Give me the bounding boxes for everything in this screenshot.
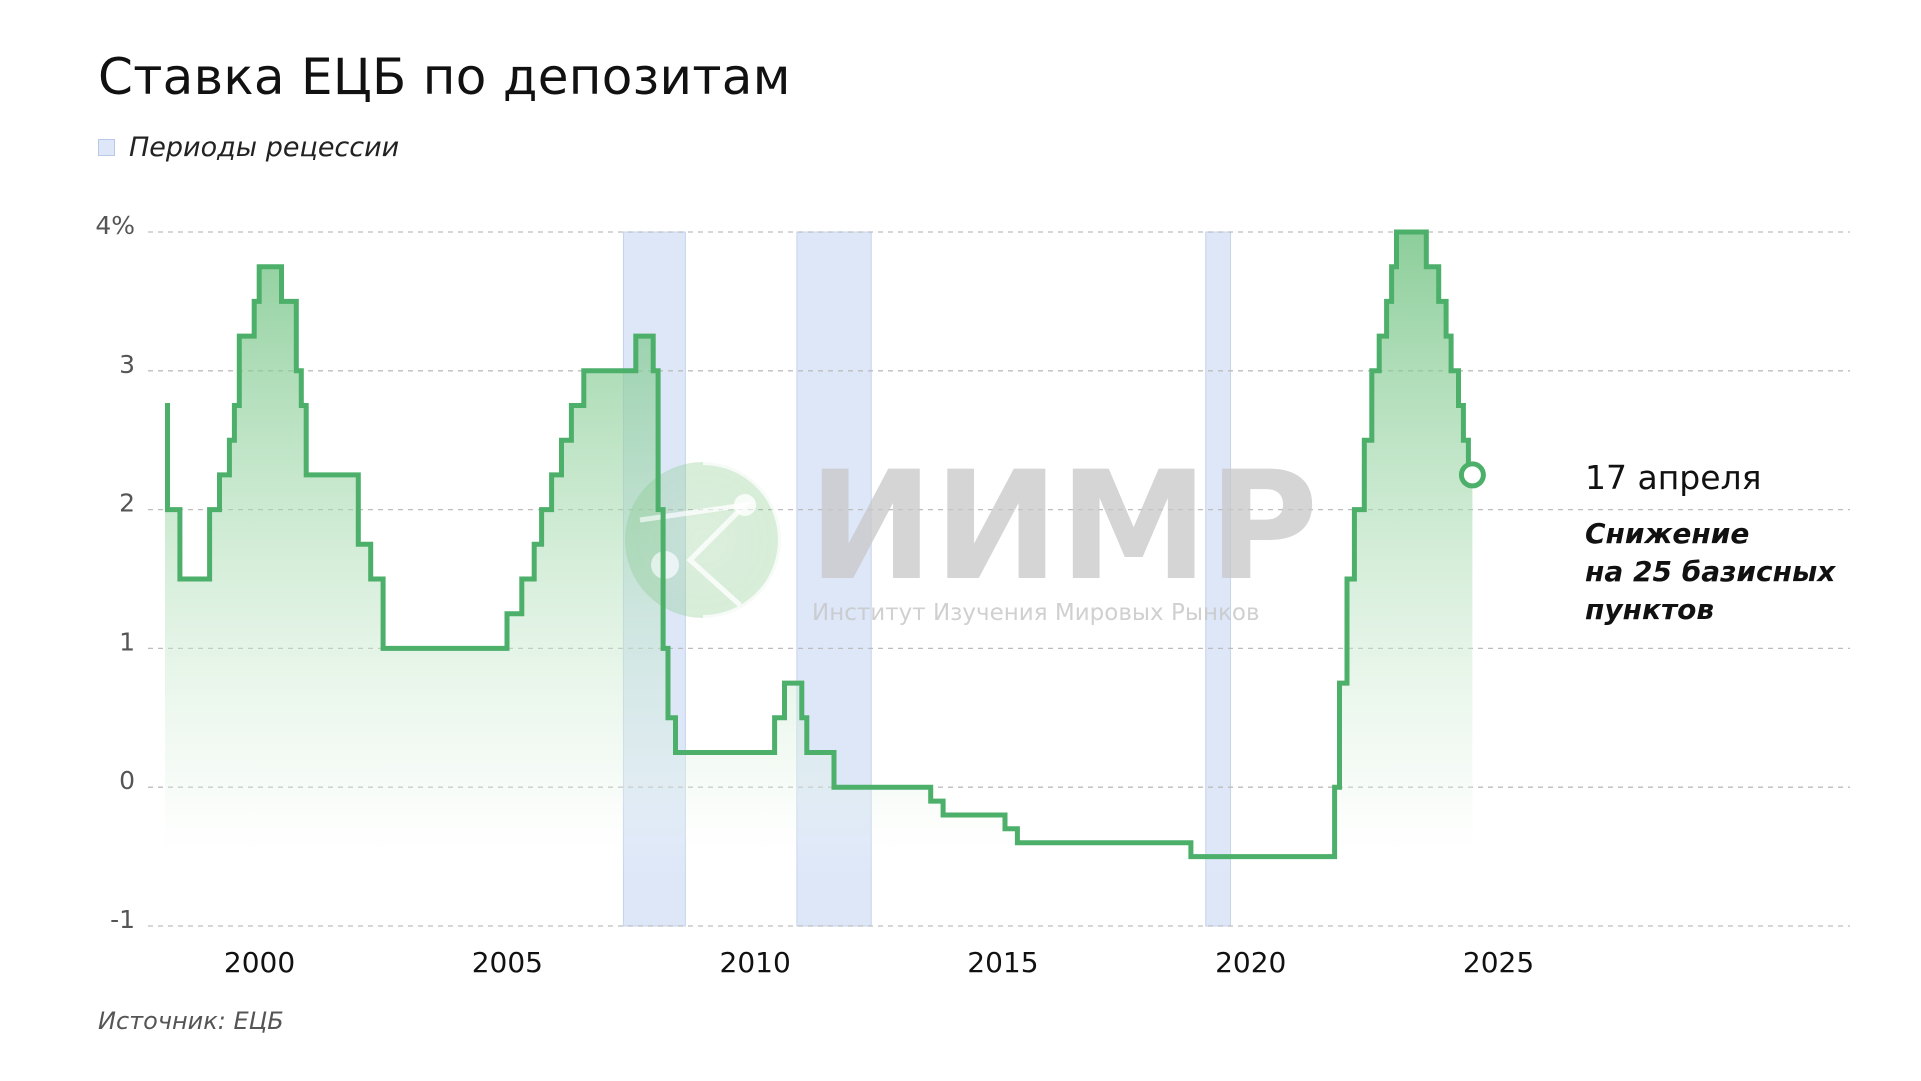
legend-recession-swatch xyxy=(98,139,115,156)
legend: Периоды рецессии xyxy=(98,132,399,163)
y-tick-label: -1 xyxy=(110,905,135,934)
y-tick-label: 2 xyxy=(119,489,135,518)
x-tick-label: 2020 xyxy=(1215,946,1286,979)
y-tick-label: 4% xyxy=(95,211,135,240)
legend-recession-label: Периоды рецессии xyxy=(129,132,400,163)
y-tick-label: 3 xyxy=(119,350,135,379)
source-note: Источник: ЕЦБ xyxy=(98,1007,284,1035)
x-axis-ticks: 2000 2005 2010 2015 2020 2025 xyxy=(224,946,1534,979)
annotation-note-line-2: на 25 базисных xyxy=(1585,555,1836,588)
annotation-note-line-1: Снижение xyxy=(1585,517,1749,550)
watermark-subtitle: Институт Изучения Мировых Рынков xyxy=(812,600,1260,626)
chart-title: Ставка ЕЦБ по депозитам xyxy=(98,48,791,106)
rate-line xyxy=(165,229,1473,860)
watermark: ИИМР Институт Изучения Мировых Рынков xyxy=(625,440,1318,626)
x-tick-label: 2005 xyxy=(472,946,543,979)
rate-series xyxy=(165,229,1473,860)
annotation-date: 17 апреля xyxy=(1585,458,1761,497)
x-tick-label: 2015 xyxy=(967,946,1038,979)
y-tick-label: 0 xyxy=(119,766,135,795)
y-tick-label: 1 xyxy=(119,627,135,656)
x-tick-label: 2000 xyxy=(224,946,295,979)
x-tick-label: 2025 xyxy=(1463,946,1534,979)
watermark-name: ИИМР xyxy=(808,440,1318,614)
annotation: 17 апреля Снижение на 25 базисных пункто… xyxy=(1458,458,1836,626)
end-point-marker xyxy=(1458,461,1486,489)
y-axis-ticks: 4% 3 2 1 0 -1 xyxy=(95,211,135,934)
rate-area xyxy=(165,232,1473,878)
x-tick-label: 2010 xyxy=(720,946,791,979)
watermark-globe-icon xyxy=(625,459,784,621)
area-fill xyxy=(165,232,1473,878)
annotation-note-line-3: пунктов xyxy=(1585,593,1714,626)
